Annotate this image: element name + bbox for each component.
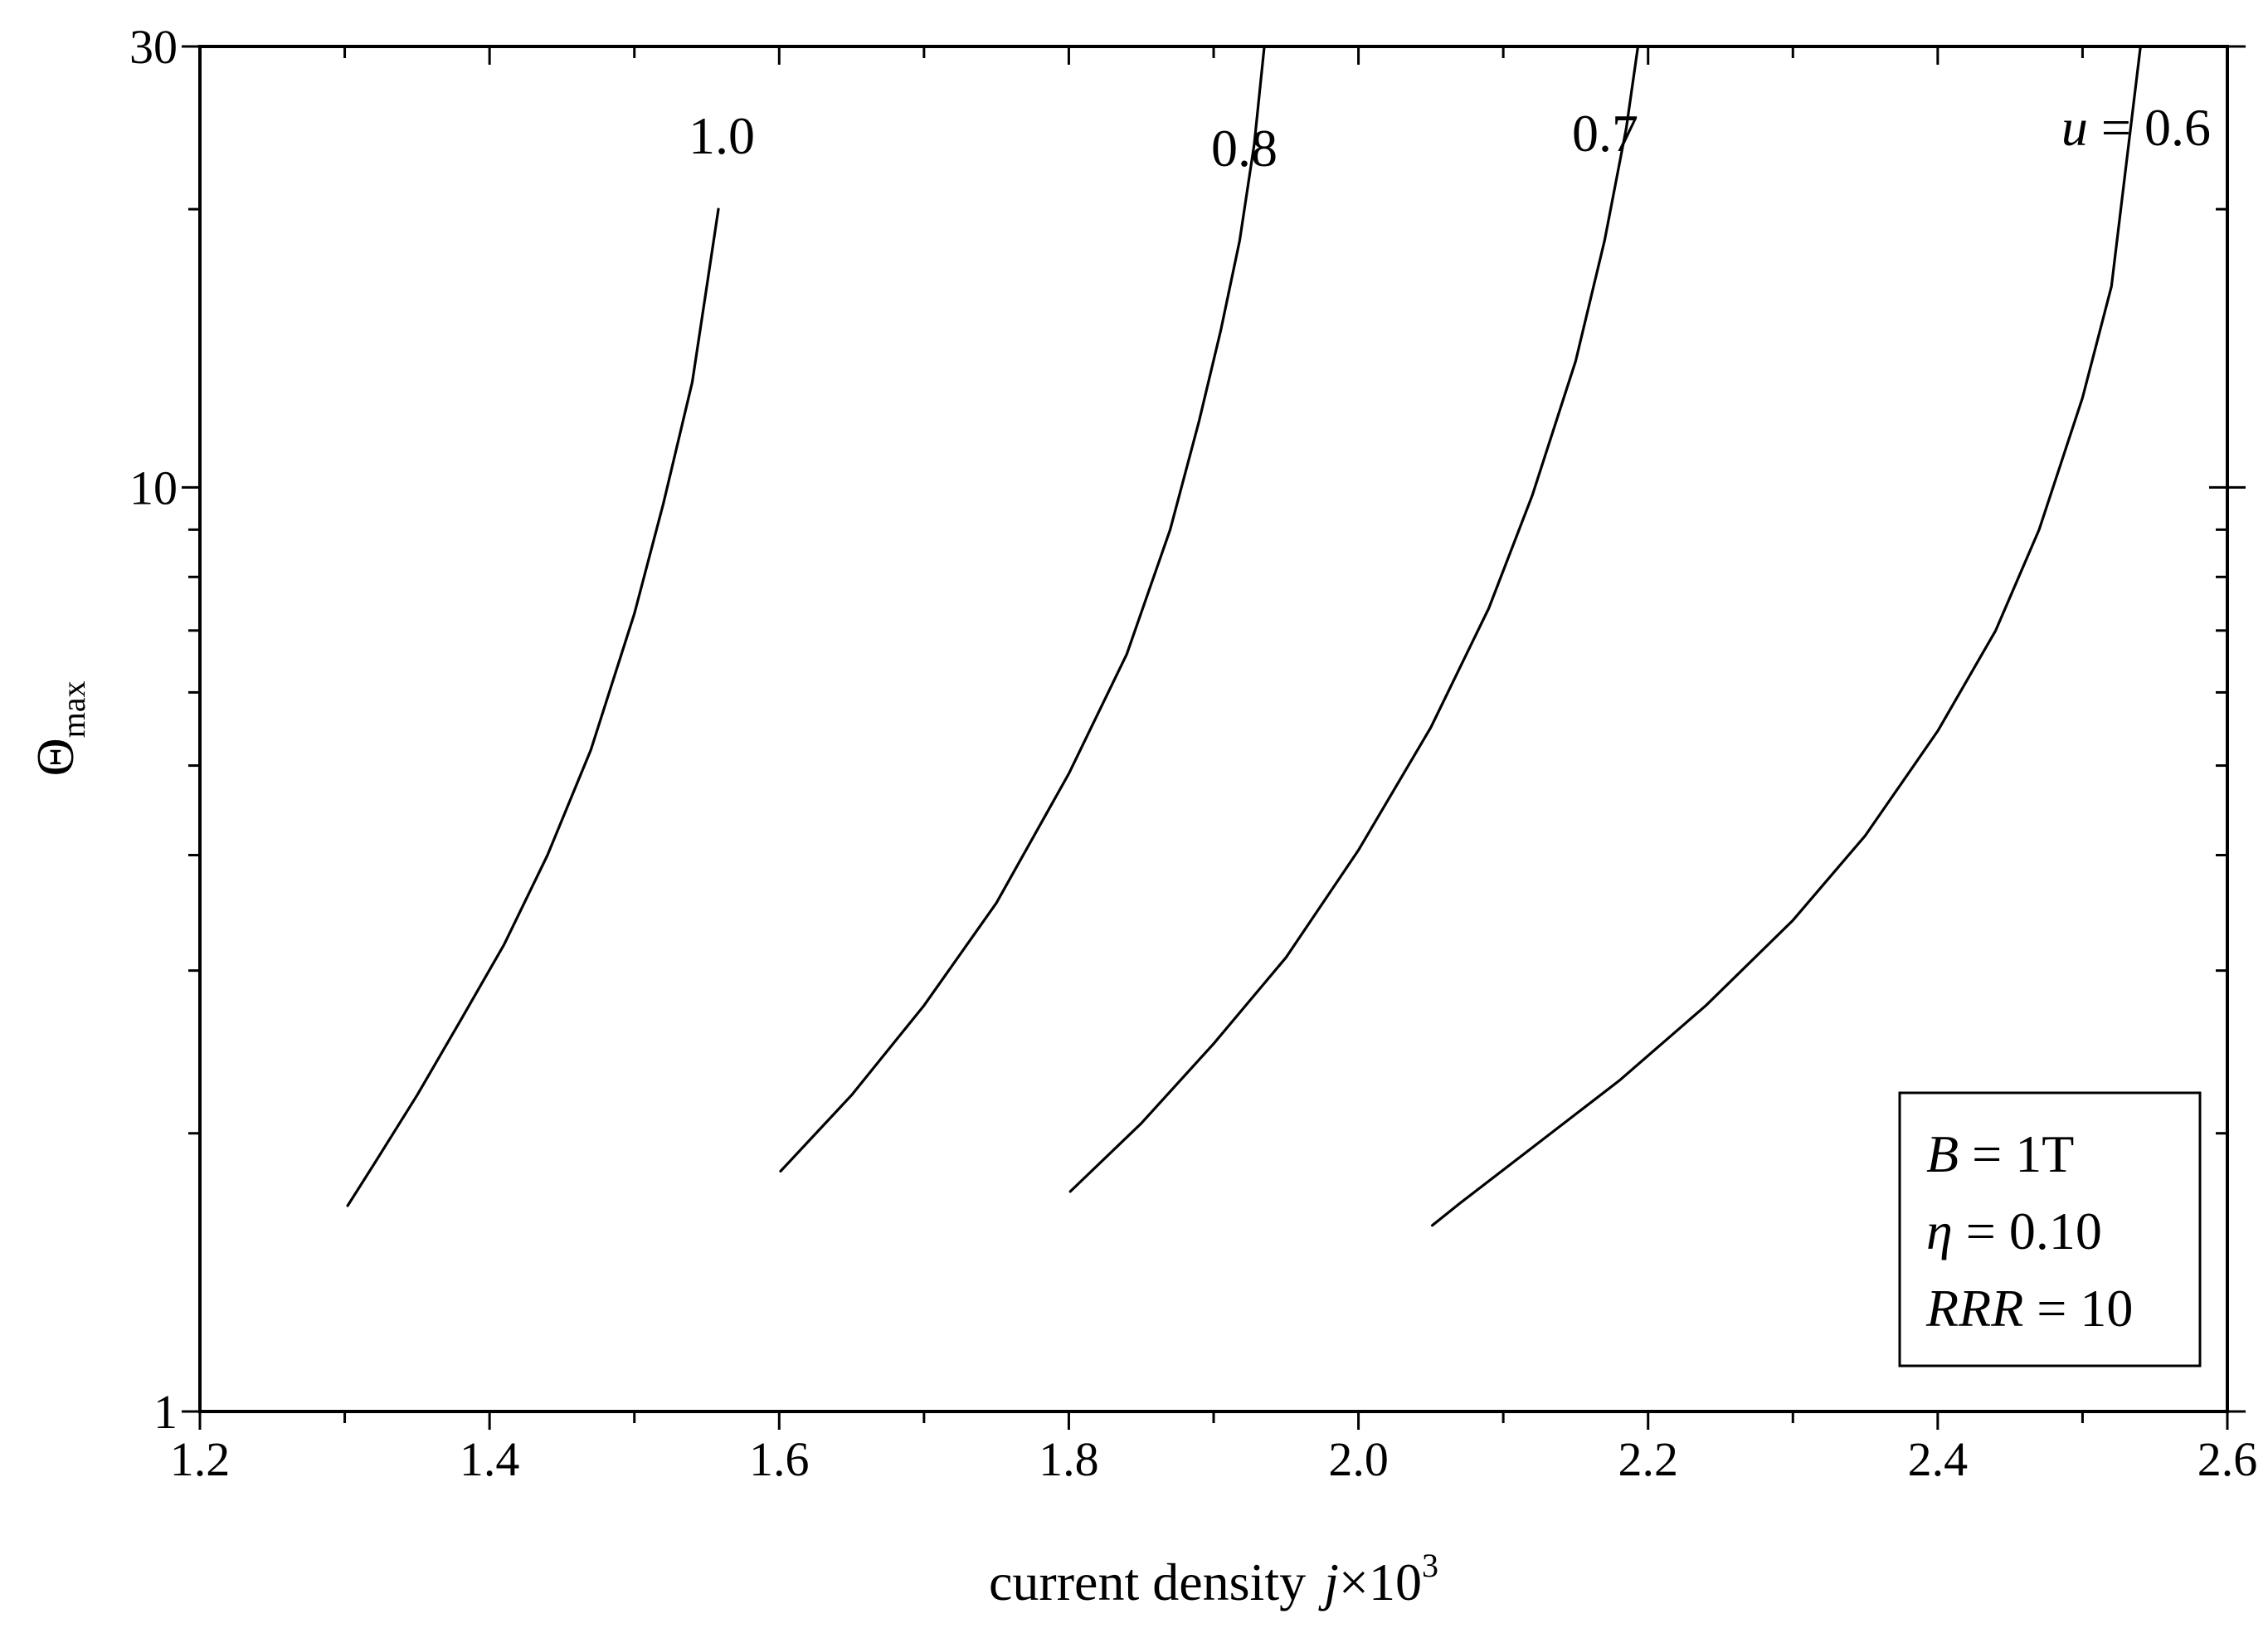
x-tick-label-5: 2.2 [1618, 1432, 1678, 1486]
x-axis-label: current density j×103 [989, 1547, 1438, 1611]
y-axis-label: Θmax [26, 680, 92, 776]
curve-label-3: u = 0.6 [2061, 98, 2211, 157]
x-tick-label-6: 2.4 [1908, 1432, 1969, 1486]
y-tick-label-0: 1 [153, 1385, 178, 1439]
series-line-3 [1431, 45, 2142, 1227]
x-tick-label-4: 2.0 [1328, 1432, 1389, 1486]
series-line-2 [1068, 45, 1640, 1193]
info-box-frame [1898, 1091, 2202, 1368]
x-tick-label-3: 1.8 [1039, 1432, 1099, 1486]
curve-labels: 1.0 0.8 0.7 u = 0.6 [689, 98, 2211, 178]
series-lines [346, 45, 2142, 1227]
info-line-1: η = 0.10 [1926, 1202, 2102, 1260]
plot-frame [198, 45, 2229, 1413]
tick-labels: 1.2 1.4 1.6 1.8 2.0 2.2 2.4 2.6 1 10 30 [129, 20, 2257, 1486]
info-line-2: RRR = 10 [1925, 1279, 2133, 1338]
info-line-0: B = 1T [1926, 1124, 2074, 1183]
series-line-1 [779, 45, 1266, 1173]
y-tick-label-2: 30 [129, 20, 178, 74]
series-line-0 [346, 207, 720, 1207]
x-tick-label-1: 1.4 [460, 1432, 520, 1486]
curve-label-2: 0.7 [1572, 104, 1638, 163]
x-tick-label-7: 2.6 [2197, 1432, 2258, 1486]
y-tick-label-1: 10 [129, 461, 178, 514]
curve-label-0: 1.0 [689, 106, 755, 165]
info-box: B = 1T η = 0.10 RRR = 10 [1898, 1091, 2202, 1368]
x-tick-label-0: 1.2 [170, 1432, 231, 1486]
x-tick-label-2: 1.6 [749, 1432, 810, 1486]
curve-label-1: 0.8 [1211, 119, 1278, 178]
axis-ticks [182, 45, 2246, 1430]
